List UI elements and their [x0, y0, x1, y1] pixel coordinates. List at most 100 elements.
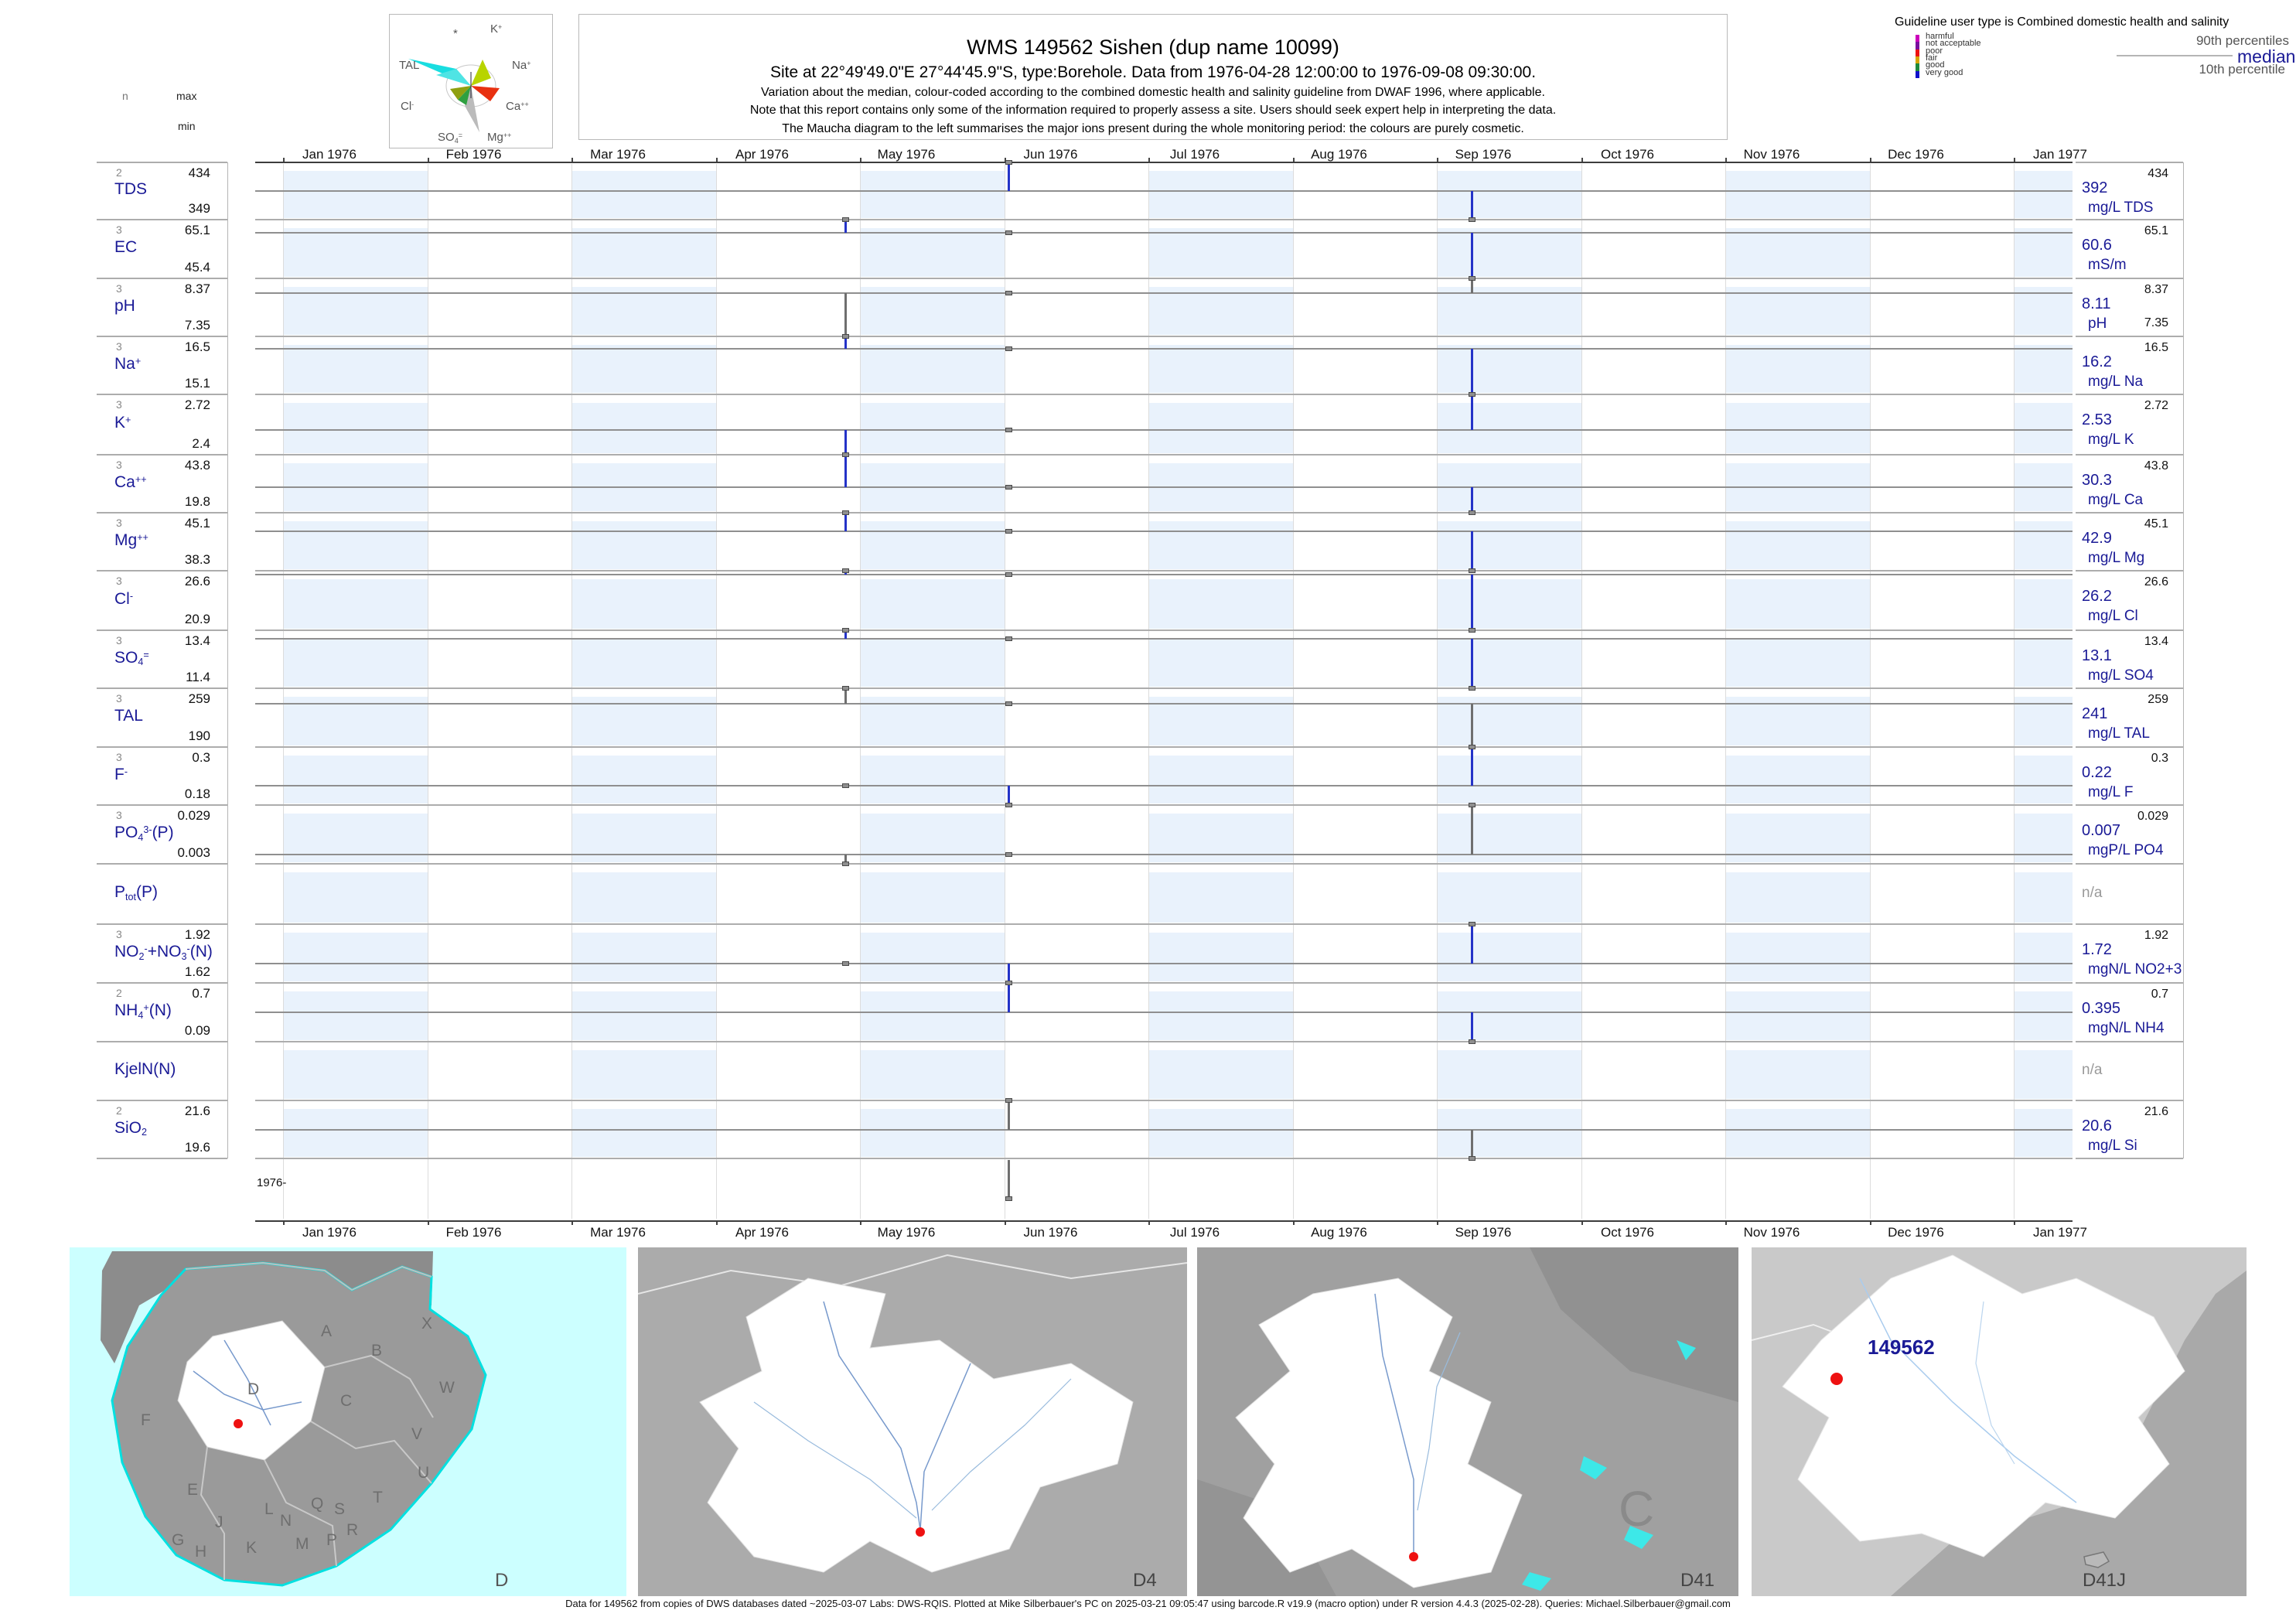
month-band: [2014, 697, 2073, 745]
month-band: [571, 1050, 716, 1099]
map-region-d4: D4: [638, 1247, 1187, 1596]
param-min: 1.62: [184, 964, 210, 979]
param-n: 3: [116, 692, 122, 705]
map-region-letter: C: [340, 1392, 352, 1410]
month-band: [860, 287, 1005, 335]
maucha-ion-label: Ca++: [506, 100, 529, 113]
sample-marker: [842, 861, 849, 866]
sample-line: [1471, 531, 1473, 571]
axis-tick: [2014, 1220, 2015, 1225]
row-separator-right: [2076, 278, 2183, 279]
param-min: 19.8: [184, 494, 210, 509]
sample-marker: [1469, 568, 1476, 573]
sample-line: [844, 293, 847, 336]
catchment-d41-shape: [1235, 1278, 1523, 1588]
stat-unit: mg/L K: [2088, 432, 2134, 448]
guideline-class-label: not acceptable: [1926, 39, 1981, 49]
month-band: [283, 872, 428, 923]
map-region-letter: E: [187, 1481, 198, 1499]
month-band: [283, 287, 428, 335]
param-min: 2.4: [192, 436, 210, 451]
maucha-ion-label: *: [453, 27, 458, 40]
neighbor-area-shape: [1891, 1271, 2247, 1596]
param-max: 21.6: [184, 1104, 210, 1118]
sample-marker: [1005, 428, 1012, 433]
sample-marker: [842, 568, 849, 573]
sample-line: [1471, 394, 1473, 431]
maucha-so4-wedge: [458, 86, 471, 105]
param-min: 349: [188, 201, 210, 216]
month-band: [1725, 287, 1870, 335]
pan-patch: [1677, 1340, 1696, 1360]
month-band: [1437, 287, 1581, 335]
param-n: 2: [116, 987, 122, 999]
param-max: 0.7: [192, 986, 210, 1001]
stat-median: 60.6: [2082, 237, 2112, 254]
stat-median: 20.6: [2082, 1117, 2112, 1134]
param-max: 26.6: [184, 574, 210, 589]
row-separator-right: [2076, 1041, 2183, 1042]
row-boundary-line: [255, 454, 2073, 455]
month-band: [860, 579, 1005, 629]
stat-max: 43.8: [2144, 459, 2168, 473]
row-separator-left: [97, 570, 227, 571]
maucha-ion-label: Mg++: [487, 131, 512, 144]
footer-text: Data for 149562 from copies of DWS datab…: [565, 1598, 1731, 1609]
site-number-label: 149562: [1868, 1336, 1935, 1359]
month-band: [1148, 872, 1293, 923]
guideline-color-segment: [1916, 49, 1919, 56]
month-band: [571, 403, 716, 453]
map-region-letter: J: [215, 1513, 223, 1531]
sample-marker: [1005, 701, 1012, 706]
month-band: [860, 1050, 1005, 1099]
axis-tick: [427, 158, 429, 162]
row-separator-right: [2076, 336, 2183, 337]
stat-max: 16.5: [2144, 341, 2168, 354]
month-band: [1148, 639, 1293, 687]
month-band: [571, 756, 716, 803]
map-region-letter: D: [247, 1380, 259, 1398]
row-boundary-line: [255, 804, 2073, 806]
month-band: [283, 756, 428, 803]
row-separator-left: [97, 278, 227, 279]
param-name: Ptot(P): [114, 883, 159, 902]
row-separator-left: [97, 512, 227, 513]
sample-marker: [1005, 852, 1012, 858]
median-line: [255, 486, 2073, 489]
median-line: [255, 962, 2073, 964]
sample-line: [844, 455, 847, 488]
month-band: [571, 1109, 716, 1157]
stat-unit: mg/L TAL: [2088, 725, 2150, 742]
month-label-top: Jan 1976: [302, 147, 357, 162]
month-label-top: Jan 1977: [2033, 147, 2087, 162]
row-boundary-line: [255, 1158, 2073, 1159]
month-band: [1725, 403, 1870, 453]
month-band: [1148, 697, 1293, 745]
sample-line: [844, 630, 847, 640]
sample-marker: [1005, 981, 1012, 985]
param-min: 0.18: [184, 786, 210, 801]
map-region-letter: V: [411, 1425, 422, 1443]
month-band: [2014, 1050, 2073, 1099]
guideline-color-segment: [1916, 56, 1919, 64]
sample-marker: [1469, 745, 1476, 749]
sample-marker: [842, 783, 849, 788]
month-band: [1148, 579, 1293, 629]
sample-line: [1008, 786, 1010, 805]
month-band: [283, 579, 428, 629]
param-n: 3: [116, 398, 122, 411]
month-band: [283, 933, 428, 981]
param-max: 13.4: [184, 633, 210, 648]
axis-tick: [715, 158, 718, 162]
stat-max: 26.6: [2144, 575, 2168, 589]
report-note: Variation about the median, colour-coded…: [761, 86, 1545, 99]
month-band: [2014, 521, 2073, 569]
title-box: WMS 149562 Sishen (dup name 10099) Site …: [578, 14, 1728, 140]
month-band: [1725, 756, 1870, 803]
row-separator-left: [97, 863, 227, 865]
axis-tick: [427, 1220, 429, 1225]
sample-marker: [1005, 803, 1012, 807]
sample-line: [1471, 639, 1473, 688]
month-band: [571, 345, 716, 393]
